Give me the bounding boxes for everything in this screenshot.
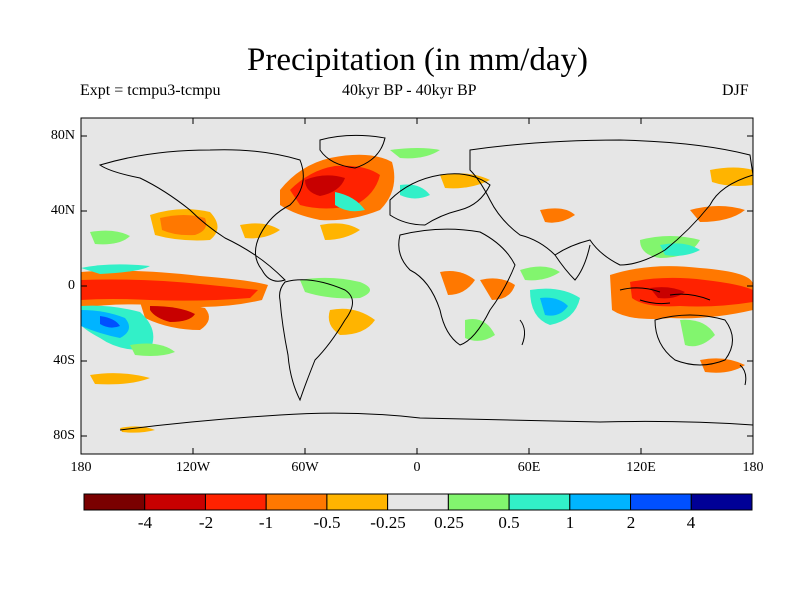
colorbar-label: -2 [198,513,214,532]
lat-label-80n: 80N [50,128,75,143]
lat-label-0: 0 [68,278,75,293]
lon-label-120w: 120W [175,460,211,475]
lon-label-120e: 120E [626,460,656,475]
colorbar-label: -0.25 [370,513,406,532]
colorbar-label: 2 [626,513,636,532]
colorbar-label: 0.5 [498,513,520,532]
colorbar-swatch [630,493,692,511]
coastlines [98,134,754,431]
lat-label-80s: 80S [53,428,75,443]
lat-label-40n: 40N [50,203,75,218]
colorbar-swatch [83,493,146,511]
colorbar-swatch [387,493,449,511]
colorbar-swatch [204,493,267,511]
period-label: 40kyr BP - 40kyr BP [342,82,477,99]
lon-label-0: 0 [413,460,421,475]
colorbar-swatch [508,493,571,511]
plot-title: Precipitation (in mm/day) [247,42,588,78]
colorbar-label: 4 [686,513,696,532]
colorbar-label: 1 [565,513,575,532]
colorbar-label: 0.25 [434,513,464,532]
colorbar-swatch [447,493,510,511]
colorbar-swatch [144,493,206,511]
lon-label-60w: 60W [291,460,319,475]
colorbar-label: -4 [137,513,153,532]
lat-label-40s: 40S [53,353,75,368]
colorbar [83,493,753,511]
lon-label-180e: 180 [742,460,764,475]
colorbar-swatch [265,493,328,511]
lon-label-180w: 180 [70,460,92,475]
season-label: DJF [722,82,749,99]
colorbar-swatch [690,493,753,511]
colorbar-label: -0.5 [313,513,341,532]
precipitation-field [81,148,753,433]
colorbar-label: -1 [258,513,274,532]
colorbar-swatch [326,493,389,511]
axis-ticks [81,118,753,454]
experiment-label: Expt = tcmpu3-tcmpu [80,82,221,99]
colorbar-swatch [569,493,632,511]
lon-label-60e: 60E [517,460,541,475]
